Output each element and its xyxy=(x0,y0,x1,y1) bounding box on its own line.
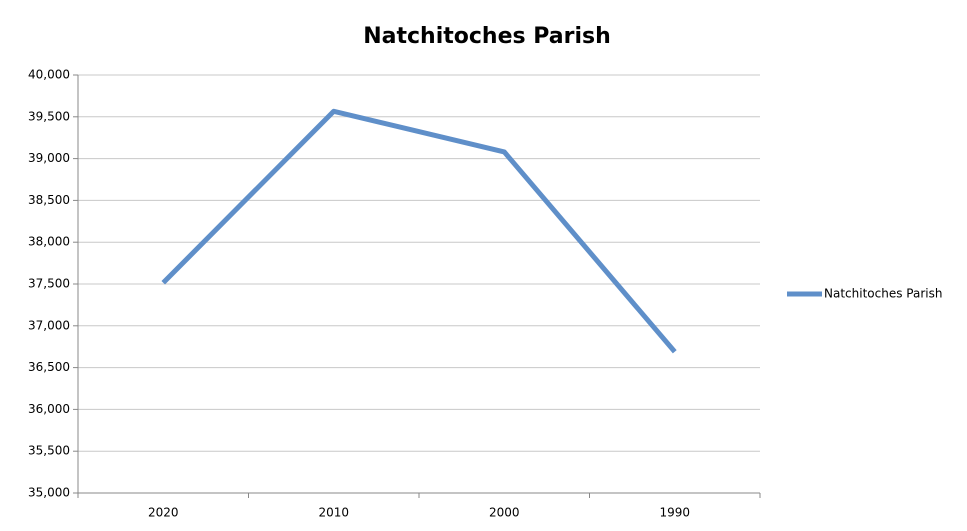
y-tick-label: 36,000 xyxy=(28,402,70,416)
series-line xyxy=(161,108,677,354)
legend-label: Natchitoches Parish xyxy=(824,287,942,301)
y-tick-label: 37,500 xyxy=(28,277,70,291)
x-tick-label: 2000 xyxy=(489,506,520,520)
chart-title: Natchitoches Parish xyxy=(363,24,611,49)
y-tick-label: 40,000 xyxy=(28,68,70,82)
y-tick-label: 37,000 xyxy=(28,318,70,332)
x-tick-label: 2010 xyxy=(318,506,349,520)
y-tick-label: 36,500 xyxy=(28,360,70,374)
x-tick-label: 2020 xyxy=(148,506,179,520)
y-tick-label: 35,500 xyxy=(28,444,70,458)
x-tick-label: 1990 xyxy=(659,506,690,520)
y-tick-label: 38,500 xyxy=(28,193,70,207)
y-tick-label: 35,000 xyxy=(28,486,70,500)
y-tick-label: 39,000 xyxy=(28,151,70,165)
y-tick-label: 39,500 xyxy=(28,109,70,123)
y-tick-label: 38,000 xyxy=(28,235,70,249)
